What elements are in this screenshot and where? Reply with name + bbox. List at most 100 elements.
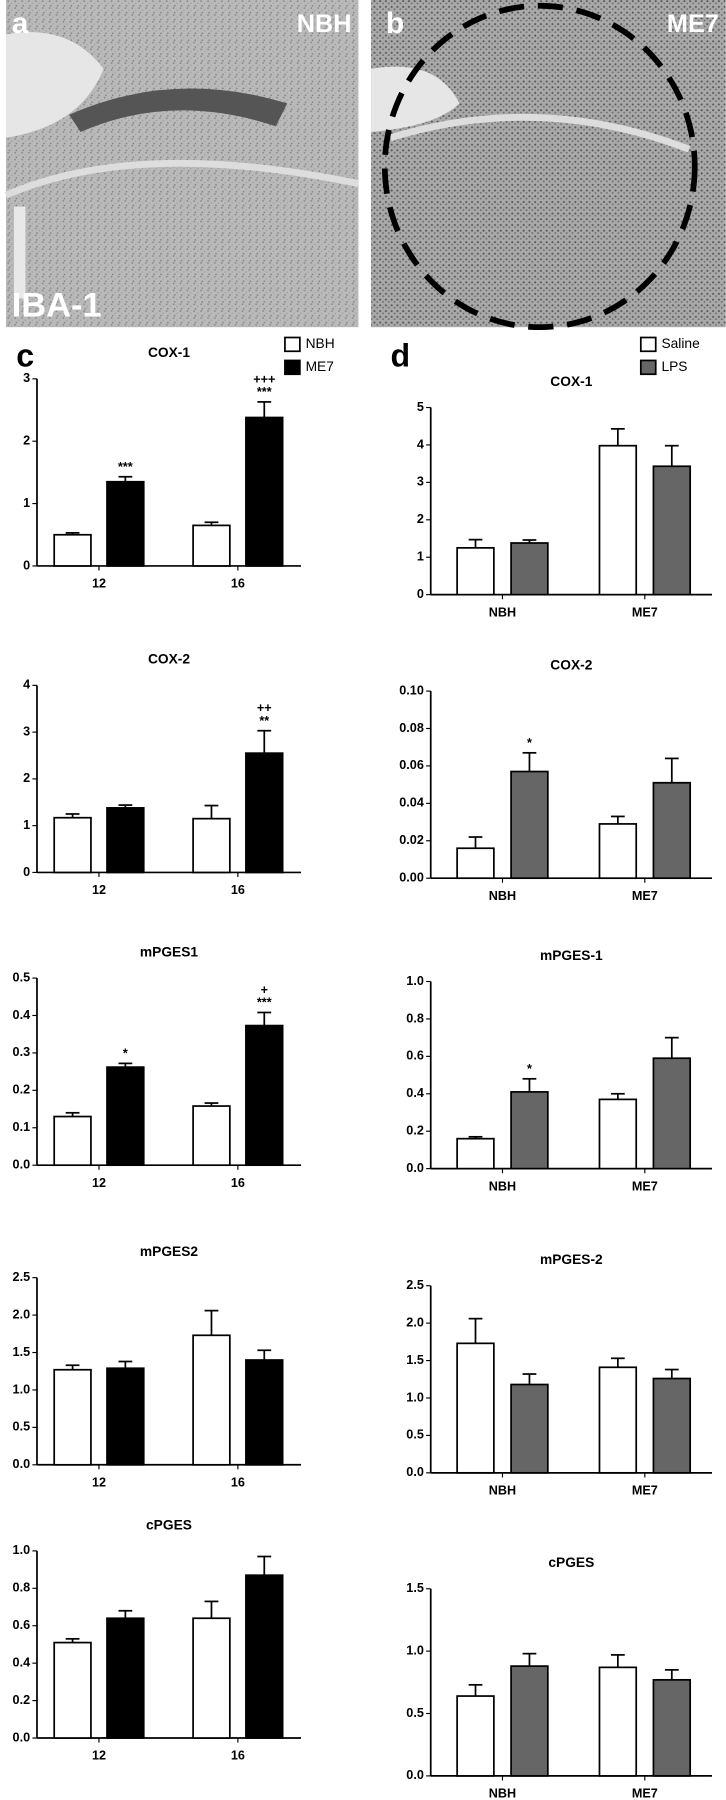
significance-label: * bbox=[527, 1062, 532, 1076]
micrograph-a bbox=[4, 0, 360, 328]
significance-label: * bbox=[527, 736, 532, 750]
stain-label: IBA-1 bbox=[12, 287, 102, 325]
y-tick-label: 0 bbox=[417, 587, 424, 601]
bar bbox=[456, 1695, 495, 1777]
bar bbox=[510, 1383, 549, 1474]
bar bbox=[192, 524, 231, 567]
x-tick-label: NBH bbox=[489, 1484, 516, 1498]
y-tick-label: 0.6 bbox=[13, 1618, 31, 1632]
x-tick-label: 16 bbox=[231, 1176, 245, 1190]
bar bbox=[245, 752, 284, 874]
bar bbox=[652, 781, 692, 880]
y-tick-label: 1.0 bbox=[13, 1382, 31, 1396]
chart-title: cPGES bbox=[548, 1555, 594, 1570]
bar bbox=[598, 444, 638, 596]
bar bbox=[106, 1066, 145, 1167]
y-tick-label: 0.2 bbox=[13, 1083, 31, 1097]
bar bbox=[53, 533, 92, 567]
chart-title: mPGES-1 bbox=[540, 948, 603, 963]
y-tick-label: 0.0 bbox=[406, 1161, 424, 1175]
significance-label: ++ bbox=[257, 701, 272, 715]
y-tick-label: 1.0 bbox=[406, 974, 424, 988]
x-tick-label: 12 bbox=[92, 577, 106, 591]
y-tick-label: 0.06 bbox=[399, 758, 424, 772]
chart-title: COX-2 bbox=[550, 657, 592, 672]
y-tick-label: 0.02 bbox=[399, 833, 424, 847]
x-tick-label: NBH bbox=[489, 605, 516, 619]
chart-title: mPGES-2 bbox=[540, 1252, 603, 1267]
y-tick-label: 3 bbox=[23, 371, 30, 385]
bar bbox=[53, 1641, 92, 1739]
y-tick-label: 2.0 bbox=[406, 1315, 424, 1329]
image-label: a bbox=[12, 7, 29, 40]
bar bbox=[53, 816, 92, 874]
bar bbox=[245, 416, 284, 567]
y-tick-label: 1 bbox=[23, 496, 30, 510]
y-tick-label: 2 bbox=[417, 512, 424, 526]
bar bbox=[510, 1665, 549, 1777]
x-tick-label: 12 bbox=[92, 1475, 106, 1489]
bar bbox=[456, 1342, 495, 1474]
bar bbox=[53, 1368, 92, 1466]
bar bbox=[106, 807, 145, 874]
bar bbox=[510, 542, 549, 596]
y-tick-label: 0.0 bbox=[406, 1465, 424, 1479]
y-tick-label: 0.3 bbox=[13, 1045, 31, 1059]
x-tick-label: ME7 bbox=[632, 889, 658, 903]
image-label: b bbox=[386, 7, 404, 40]
image-title: NBH bbox=[297, 10, 352, 38]
bar bbox=[106, 480, 145, 567]
y-tick-label: 1.0 bbox=[406, 1390, 424, 1404]
y-tick-label: 0 bbox=[23, 558, 30, 572]
legend-swatch bbox=[284, 336, 301, 353]
y-tick-label: 0.0 bbox=[13, 1457, 31, 1471]
y-tick-label: 2 bbox=[23, 434, 30, 448]
panel-label: d bbox=[391, 338, 411, 374]
y-tick-label: 3 bbox=[417, 475, 424, 489]
bar bbox=[652, 1057, 692, 1170]
bar bbox=[192, 1334, 231, 1466]
y-tick-label: 5 bbox=[417, 400, 424, 414]
micrograph-b bbox=[371, 0, 726, 331]
bar bbox=[456, 547, 495, 596]
y-tick-label: 1.5 bbox=[13, 1345, 31, 1359]
y-tick-label: 2.5 bbox=[13, 1270, 31, 1284]
bar bbox=[598, 1666, 638, 1777]
bar bbox=[106, 1617, 145, 1739]
bar bbox=[245, 1574, 284, 1739]
y-tick-label: 1 bbox=[23, 818, 30, 832]
panel-label: c bbox=[16, 338, 34, 374]
y-tick-label: 0.4 bbox=[13, 1655, 31, 1669]
y-tick-label: 0.2 bbox=[13, 1693, 31, 1707]
y-tick-label: 0.5 bbox=[13, 1420, 31, 1434]
significance-label: * bbox=[123, 1047, 128, 1061]
bar bbox=[652, 1678, 692, 1777]
bar bbox=[510, 1091, 549, 1170]
chart-title: COX-1 bbox=[148, 345, 190, 360]
y-tick-label: 1 bbox=[417, 550, 424, 564]
y-tick-label: 0.4 bbox=[406, 1086, 424, 1100]
x-tick-label: ME7 bbox=[632, 1484, 658, 1498]
chart-title: mPGES2 bbox=[140, 1244, 198, 1259]
bar bbox=[652, 1377, 692, 1474]
y-tick-label: 0 bbox=[23, 865, 30, 879]
y-tick-label: 1.0 bbox=[13, 1543, 31, 1557]
bar bbox=[192, 817, 231, 874]
y-tick-label: 1.5 bbox=[406, 1581, 424, 1595]
image-title: ME7 bbox=[667, 10, 719, 38]
x-tick-label: 12 bbox=[92, 1176, 106, 1190]
bar bbox=[456, 847, 495, 880]
y-tick-label: 0.6 bbox=[406, 1049, 424, 1063]
significance-label: *** bbox=[257, 385, 272, 399]
legend-swatch bbox=[639, 336, 657, 353]
y-tick-label: 0.8 bbox=[406, 1011, 424, 1025]
x-tick-label: 12 bbox=[92, 883, 106, 897]
legend-swatch bbox=[639, 359, 657, 376]
y-tick-label: 0.10 bbox=[399, 683, 424, 697]
bar bbox=[456, 1137, 495, 1170]
y-tick-label: 0.2 bbox=[406, 1124, 424, 1138]
y-tick-label: 0.08 bbox=[399, 721, 424, 735]
chart-title: COX-1 bbox=[550, 374, 592, 389]
chart-title: COX-2 bbox=[148, 652, 190, 667]
